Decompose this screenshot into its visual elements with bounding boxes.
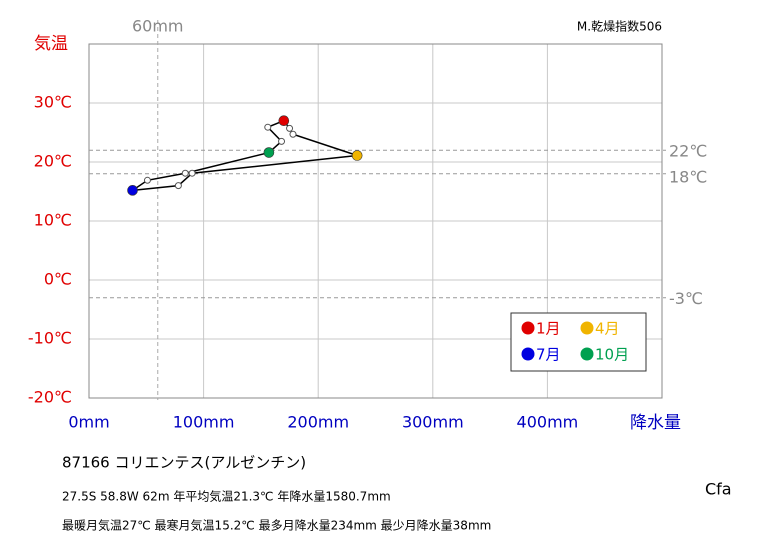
- highlight-point: [351, 150, 363, 161]
- legend-marker: [580, 321, 594, 335]
- y-axis-label: 気温: [34, 34, 68, 54]
- x-tick-label: 300mm: [402, 413, 464, 432]
- y-tick-label: -20℃: [28, 388, 72, 407]
- highlight-point: [263, 147, 275, 158]
- legend-marker: [580, 347, 594, 361]
- reference-label: 22℃: [669, 142, 707, 161]
- plot-frame: [88, 43, 663, 399]
- climate-code: Cfa: [705, 480, 732, 499]
- reference-label: 18℃: [669, 167, 707, 186]
- month-point: [188, 169, 196, 177]
- y-tick-label: -10℃: [28, 329, 72, 348]
- station: 87166 コリエンテス(アルゼンチン): [62, 454, 306, 472]
- x-tick-label: 100mm: [173, 413, 235, 432]
- x-tick-label: 400mm: [517, 413, 579, 432]
- month-point: [143, 176, 151, 184]
- reference-label: 60mm: [132, 17, 184, 36]
- legend-label: 4月: [595, 320, 620, 338]
- y-tick-label: 30℃: [34, 93, 72, 112]
- y-tick-label: 20℃: [34, 152, 72, 171]
- reference-label: -3℃: [669, 289, 703, 308]
- month-point: [181, 169, 189, 177]
- month-point: [289, 130, 297, 138]
- corner-note: M.乾燥指数506: [577, 19, 662, 34]
- legend-marker: [521, 321, 535, 335]
- x-tick-label: 200mm: [287, 413, 349, 432]
- y-tick-label: 0℃: [44, 270, 72, 289]
- month-point: [264, 123, 272, 131]
- legend-label: 10月: [595, 346, 629, 364]
- x-tick-label: 0mm: [68, 413, 109, 432]
- info-line: 27.5S 58.8W 62m 年平均気温21.3℃ 年降水量1580.7mm: [62, 489, 391, 504]
- month-point: [174, 182, 182, 190]
- month-point: [286, 124, 294, 132]
- info-line: 最暖月気温27℃ 最寒月気温15.2℃ 最多月降水量234mm 最少月降水量38…: [62, 518, 491, 533]
- legend-label: 1月: [536, 320, 561, 338]
- y-tick-label: 10℃: [34, 211, 72, 230]
- highlight-point: [278, 115, 290, 126]
- highlight-point: [127, 185, 138, 196]
- legend-box: [510, 312, 647, 372]
- climate-line: [132, 119, 358, 192]
- x-axis-label: 降水量: [630, 413, 681, 433]
- legend-marker: [521, 347, 535, 361]
- month-point: [278, 137, 286, 145]
- legend-label: 7月: [536, 346, 561, 364]
